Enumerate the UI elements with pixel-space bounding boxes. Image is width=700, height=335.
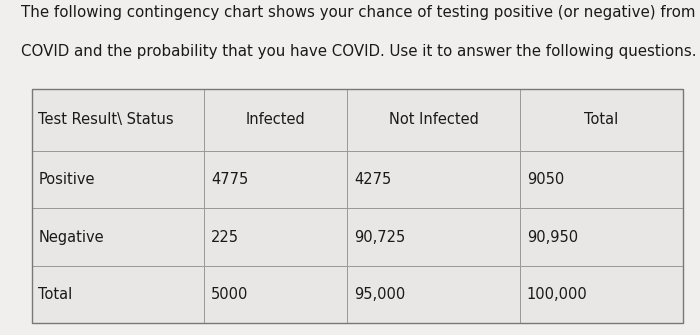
Text: 225: 225 (211, 229, 239, 245)
Text: Total: Total (38, 287, 73, 302)
Text: Test Result\ Status: Test Result\ Status (38, 112, 174, 127)
Text: 100,000: 100,000 (526, 287, 587, 302)
Text: COVID and the probability that you have COVID. Use it to answer the following qu: COVID and the probability that you have … (21, 44, 696, 59)
Text: 4275: 4275 (354, 172, 391, 187)
Text: 90,950: 90,950 (526, 229, 578, 245)
Text: Infected: Infected (246, 112, 305, 127)
Text: The following contingency chart shows your chance of testing positive (or negati: The following contingency chart shows yo… (21, 5, 696, 20)
Text: 95,000: 95,000 (354, 287, 405, 302)
Text: 9050: 9050 (526, 172, 564, 187)
Text: Total: Total (584, 112, 618, 127)
Text: Negative: Negative (38, 229, 104, 245)
Text: 90,725: 90,725 (354, 229, 405, 245)
Text: 5000: 5000 (211, 287, 248, 302)
Text: Positive: Positive (38, 172, 95, 187)
Text: 4775: 4775 (211, 172, 248, 187)
Text: Not Infected: Not Infected (389, 112, 478, 127)
